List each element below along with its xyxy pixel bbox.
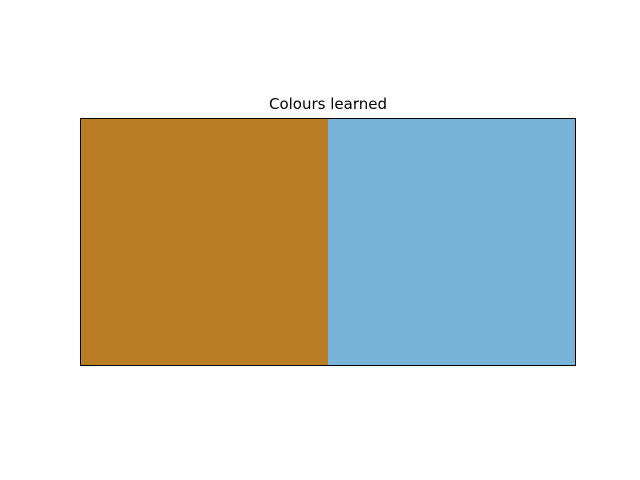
swatch-cells bbox=[80, 118, 576, 366]
chart-title: Colours learned bbox=[268, 95, 387, 113]
axes-frame bbox=[80, 118, 576, 366]
color-swatch-1 bbox=[80, 118, 328, 366]
color-swatch-plot bbox=[80, 118, 576, 366]
color-swatch-2 bbox=[328, 118, 576, 366]
plot-area bbox=[80, 118, 576, 366]
